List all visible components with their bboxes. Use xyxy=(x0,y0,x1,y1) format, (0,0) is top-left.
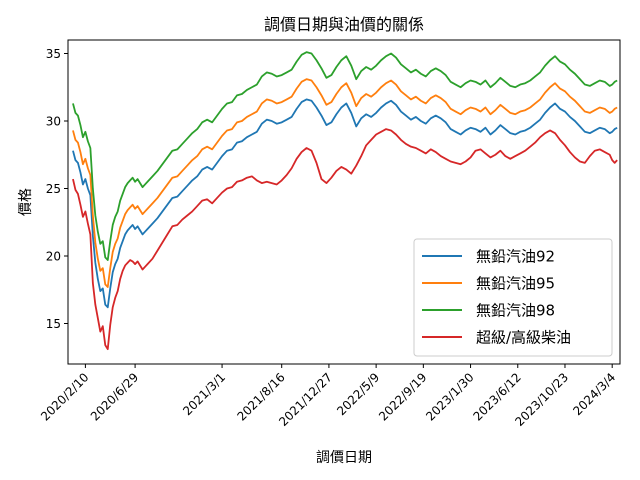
series-line-2 xyxy=(72,78,618,288)
legend-entry: 無鉛汽油92 xyxy=(476,248,555,266)
chart-title: 調價日期與油價的關係 xyxy=(264,15,424,34)
legend-entry: 無鉛汽油95 xyxy=(476,275,555,293)
y-tick-label: 25 xyxy=(46,182,61,196)
y-tick-label: 15 xyxy=(46,317,61,331)
legend-box xyxy=(413,238,613,357)
x-axis-label: 調價日期 xyxy=(316,449,372,466)
legend: 無鉛汽油92 無鉛汽油95 無鉛汽油98 超級/高級柴油 xyxy=(413,238,613,357)
plot-frame xyxy=(67,39,621,365)
y-axis-label: 價格 xyxy=(17,188,34,216)
series-line-1 xyxy=(72,98,618,309)
legend-entry: 無鉛汽油98 xyxy=(476,302,555,320)
legend-entry: 超級/高級柴油 xyxy=(476,329,571,347)
y-tick-label: 35 xyxy=(46,47,61,61)
y-tick-label: 30 xyxy=(46,115,61,129)
plot-lines xyxy=(72,51,618,351)
y-axis-ticks: 15 20 25 30 35 xyxy=(46,47,68,331)
y-tick-label: 20 xyxy=(46,250,61,264)
series-line-4 xyxy=(72,128,618,351)
series-line-3 xyxy=(72,51,618,261)
